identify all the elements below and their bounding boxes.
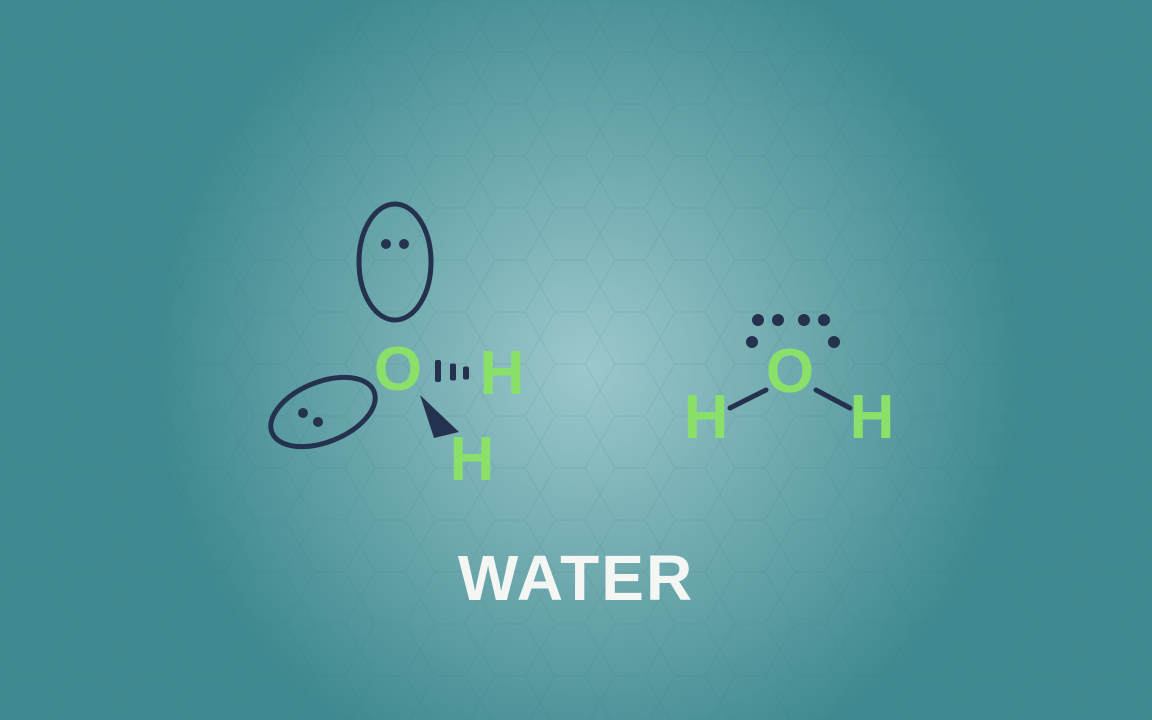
left-oxygen-atom: O xyxy=(374,339,422,401)
right-hydrogen-2: H xyxy=(850,387,895,449)
left-hydrogen-2: H xyxy=(450,429,495,491)
molecule-caption: WATER xyxy=(458,541,694,615)
orbital-left xyxy=(261,364,385,461)
right-oxygen-atom: O xyxy=(766,341,814,403)
orbital-top xyxy=(359,204,431,320)
dash-bond xyxy=(435,360,469,382)
diagram-stage: O H H O H H WATER xyxy=(0,0,1152,720)
right-hydrogen-1: H xyxy=(684,387,729,449)
left-hydrogen-1: H xyxy=(480,343,525,405)
